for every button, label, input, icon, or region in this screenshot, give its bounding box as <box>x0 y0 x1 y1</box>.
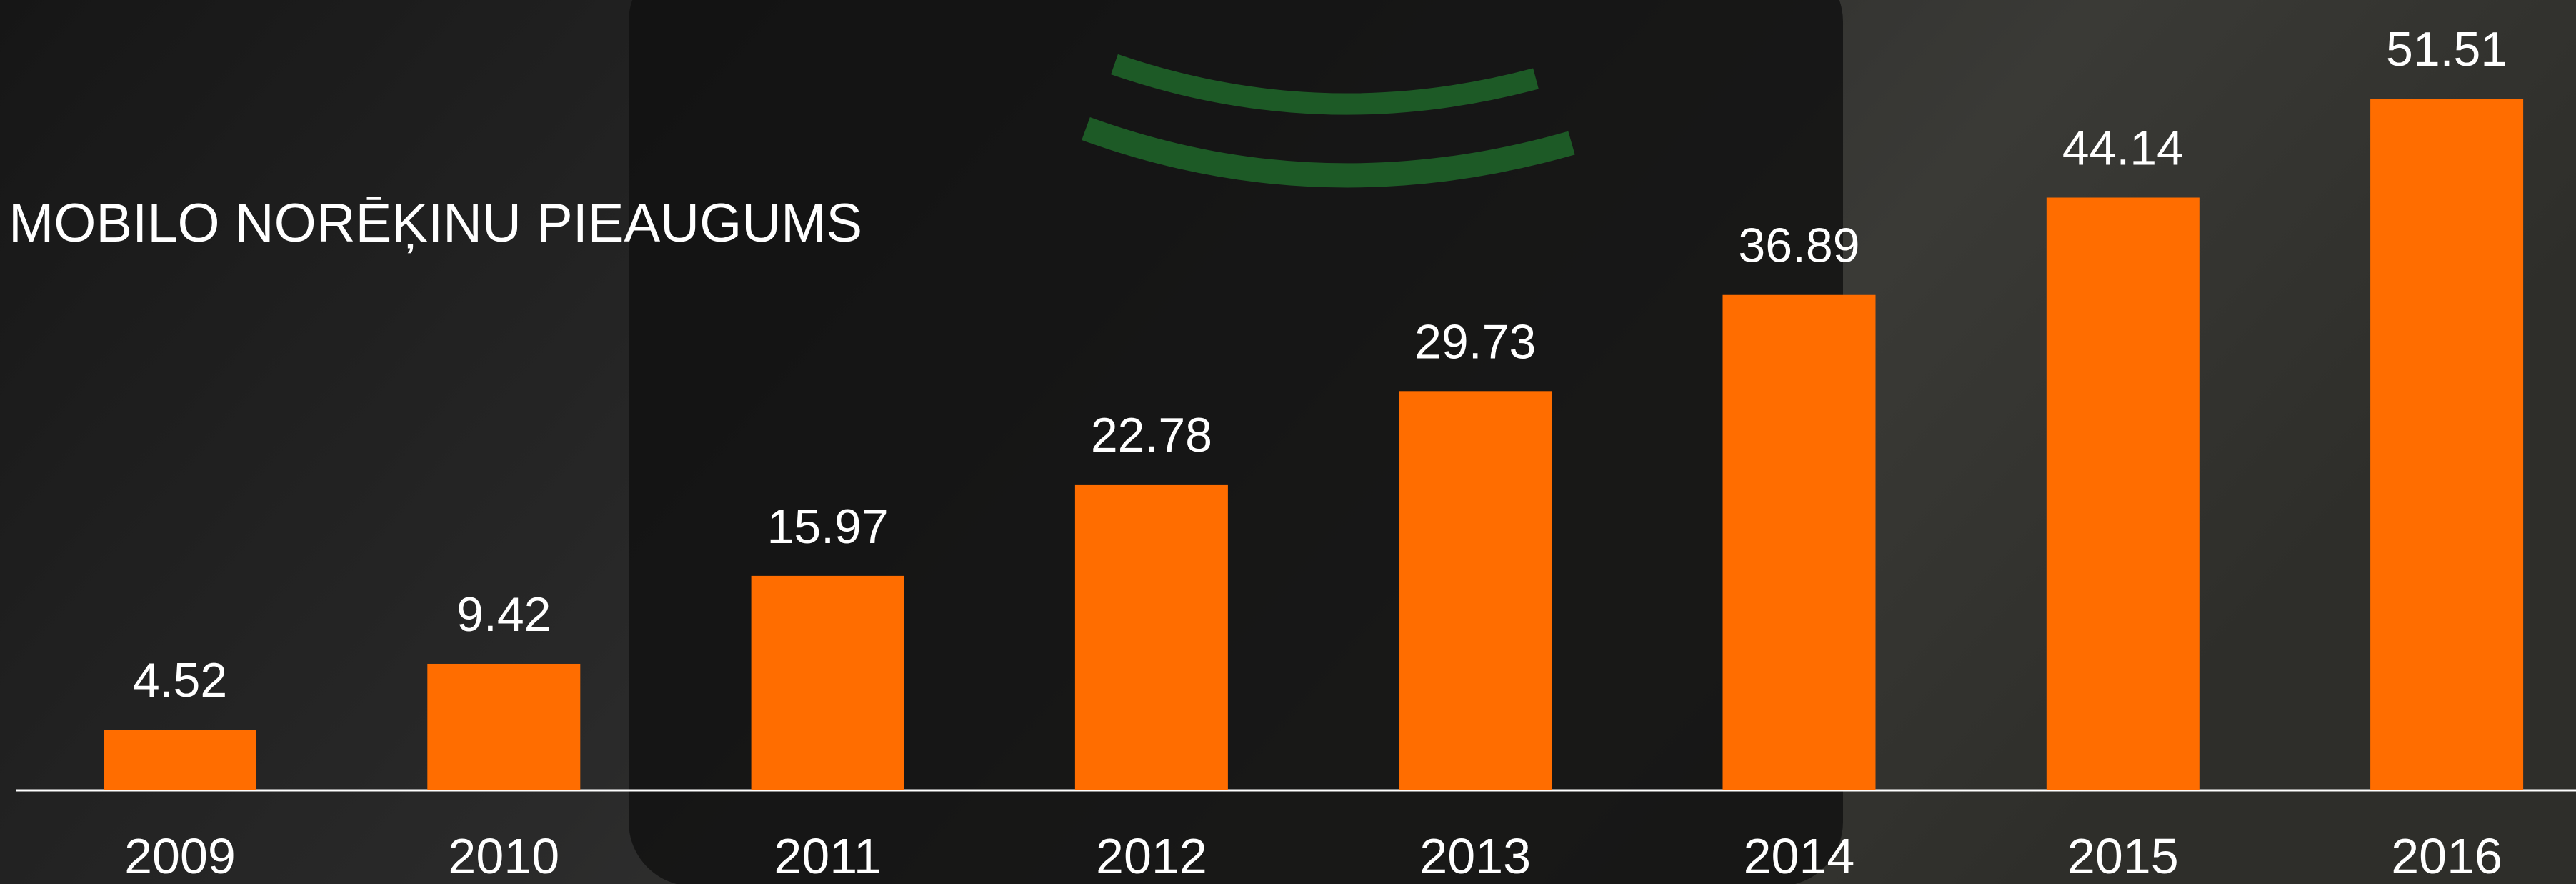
chart-title: MOBILO NORĒĶINU PIEAUGUMS <box>9 193 862 254</box>
wifi-arc <box>1082 117 1575 188</box>
x-tick-label: 2015 <box>2067 828 2179 884</box>
x-tick-label: 2010 <box>448 828 559 884</box>
value-label: 51.51 <box>2386 22 2507 76</box>
value-label: 44.14 <box>2062 121 2184 176</box>
bar <box>1399 391 1552 790</box>
value-label: 22.78 <box>1091 408 1212 462</box>
x-tick-label: 2014 <box>1744 828 1855 884</box>
bar <box>427 663 581 790</box>
x-tick-label: 2016 <box>2391 828 2502 884</box>
bar <box>2046 197 2200 790</box>
bar <box>2370 99 2524 790</box>
value-label: 15.97 <box>767 500 889 554</box>
bar <box>1722 294 1876 791</box>
bar <box>104 730 256 790</box>
x-tick-label: 2011 <box>774 828 882 884</box>
x-tick-label: 2012 <box>1096 828 1207 884</box>
x-tick-label: 2013 <box>1419 828 1531 884</box>
bar <box>751 575 904 790</box>
value-label: 36.89 <box>1738 219 1859 273</box>
value-label: 9.42 <box>456 587 551 642</box>
wifi-arc <box>1111 54 1539 115</box>
x-tick-label: 2009 <box>124 828 236 884</box>
value-label: 4.52 <box>133 653 227 707</box>
value-label: 29.73 <box>1414 314 1536 369</box>
bar <box>1074 484 1228 790</box>
